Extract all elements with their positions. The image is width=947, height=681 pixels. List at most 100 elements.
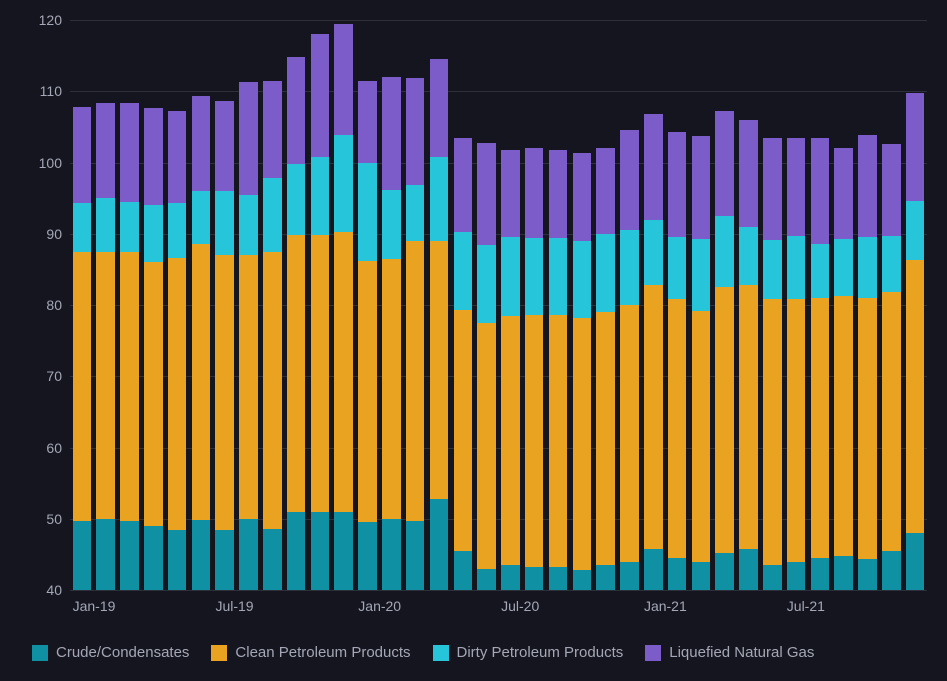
bar-segment-lng <box>358 81 377 162</box>
bar-segment-dirty <box>834 239 853 296</box>
x-tick-label: Jan-20 <box>358 598 401 614</box>
bar-column <box>382 77 401 590</box>
bar-column <box>120 103 139 590</box>
bar-segment-crude <box>573 570 592 590</box>
bar-segment-dirty <box>501 237 520 315</box>
bar-segment-dirty <box>430 157 449 241</box>
bar-segment-lng <box>311 34 330 157</box>
bar-segment-crude <box>477 569 496 590</box>
bar-column <box>501 150 520 590</box>
bar-segment-crude <box>525 567 544 590</box>
bar-column <box>787 138 806 590</box>
plot-area: 405060708090100110120 Jan-19Jul-19Jan-20… <box>70 20 927 590</box>
legend-swatch <box>32 645 48 661</box>
bar-segment-crude <box>73 521 92 590</box>
bar-segment-dirty <box>239 195 258 256</box>
x-tick-label: Jan-21 <box>644 598 687 614</box>
bar-segment-crude <box>382 519 401 590</box>
bar-segment-clean <box>96 252 115 519</box>
bar-segment-dirty <box>549 238 568 315</box>
bar-segment-dirty <box>263 178 282 251</box>
bar-column <box>644 114 663 590</box>
bar-segment-lng <box>477 143 496 245</box>
bar-segment-dirty <box>120 202 139 252</box>
y-tick-label: 80 <box>46 297 62 313</box>
bar-segment-lng <box>501 150 520 238</box>
bar-segment-crude <box>596 565 615 590</box>
bar-segment-crude <box>834 556 853 590</box>
bar-column <box>192 96 211 590</box>
legend-item-clean: Clean Petroleum Products <box>211 644 410 661</box>
legend-swatch <box>645 645 661 661</box>
x-tick-label: Jan-19 <box>73 598 116 614</box>
bar-segment-crude <box>215 530 234 590</box>
bar-segment-clean <box>763 299 782 565</box>
bar-column <box>739 120 758 590</box>
legend-item-crude: Crude/Condensates <box>32 644 189 661</box>
bar-segment-dirty <box>382 190 401 259</box>
y-tick-label: 40 <box>46 582 62 598</box>
bar-segment-dirty <box>644 220 663 286</box>
bar-column <box>96 103 115 590</box>
bar-segment-clean <box>620 305 639 562</box>
bar-segment-clean <box>454 310 473 551</box>
chart-legend: Crude/Condensates Clean Petroleum Product… <box>32 644 927 661</box>
bar-segment-clean <box>311 235 330 511</box>
bar-column <box>168 111 187 590</box>
legend-label: Crude/Condensates <box>56 644 189 661</box>
legend-item-lng: Liquefied Natural Gas <box>645 644 814 661</box>
bar-column <box>858 135 877 590</box>
bar-segment-dirty <box>620 230 639 305</box>
bar-segment-dirty <box>215 191 234 255</box>
bar-segment-clean <box>73 252 92 521</box>
bar-segment-lng <box>811 138 830 245</box>
bar-segment-crude <box>144 526 163 590</box>
bar-segment-clean <box>596 312 615 565</box>
legend-item-dirty: Dirty Petroleum Products <box>433 644 624 661</box>
y-tick-label: 60 <box>46 440 62 456</box>
y-tick-label: 120 <box>39 12 62 28</box>
bar-column <box>715 111 734 590</box>
bar-segment-lng <box>263 81 282 178</box>
bar-column <box>763 138 782 590</box>
x-tick-label: Jul-19 <box>215 598 253 614</box>
bar-segment-lng <box>287 57 306 164</box>
bar-segment-clean <box>382 259 401 519</box>
bar-segment-clean <box>406 241 425 521</box>
bar-segment-dirty <box>287 164 306 235</box>
bar-segment-lng <box>620 130 639 230</box>
bar-segment-clean <box>239 255 258 519</box>
bar-segment-clean <box>120 252 139 521</box>
bar-segment-clean <box>692 311 711 562</box>
legend-swatch <box>211 645 227 661</box>
bar-segment-lng <box>549 150 568 238</box>
bar-segment-crude <box>192 520 211 590</box>
bar-segment-clean <box>811 298 830 558</box>
bar-segment-clean <box>358 261 377 522</box>
bar-segment-clean <box>644 285 663 549</box>
bar-column <box>573 153 592 590</box>
bar-segment-dirty <box>692 239 711 310</box>
bar-segment-lng <box>525 148 544 238</box>
bar-column <box>906 93 925 590</box>
bar-segment-clean <box>834 296 853 556</box>
bar-segment-clean <box>430 241 449 499</box>
legend-label: Clean Petroleum Products <box>235 644 410 661</box>
bar-segment-crude <box>501 565 520 590</box>
bar-segment-clean <box>501 316 520 565</box>
bar-segment-clean <box>144 262 163 526</box>
bar-segment-crude <box>620 562 639 591</box>
bar-segment-dirty <box>96 198 115 251</box>
bar-segment-lng <box>454 138 473 232</box>
bar-column <box>287 57 306 590</box>
bar-segment-dirty <box>334 135 353 231</box>
bar-segment-clean <box>715 287 734 553</box>
bar-segment-crude <box>430 499 449 590</box>
y-tick-label: 90 <box>46 226 62 242</box>
bar-segment-crude <box>263 529 282 590</box>
bar-segment-lng <box>644 114 663 219</box>
bar-segment-lng <box>430 59 449 157</box>
y-tick-label: 50 <box>46 511 62 527</box>
y-tick-label: 110 <box>40 83 62 99</box>
bar-segment-dirty <box>144 205 163 262</box>
